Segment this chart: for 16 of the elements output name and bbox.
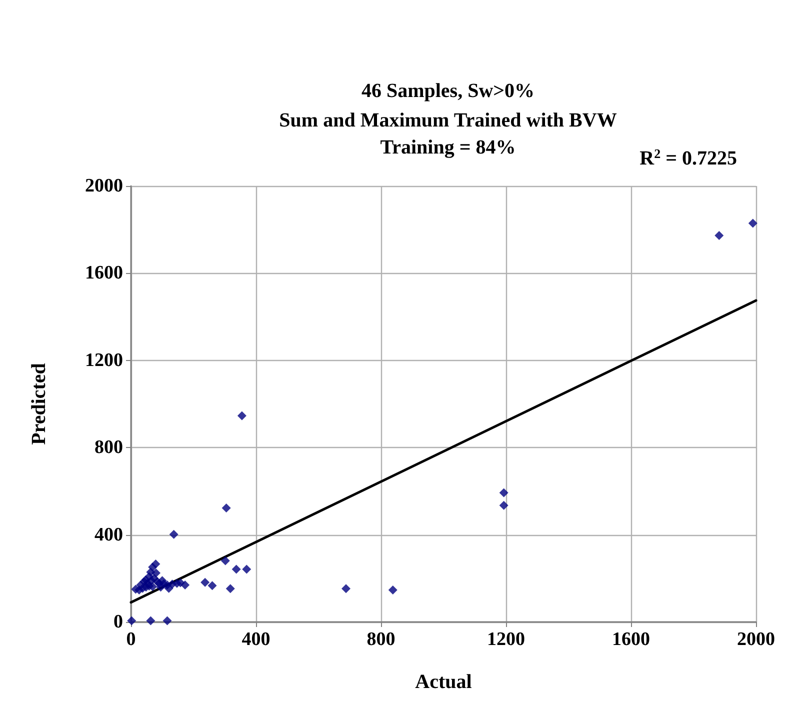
x-tick-label: 2000 (737, 629, 775, 650)
x-tick-label: 1600 (612, 629, 650, 650)
chart-subtitle: Sum and Maximum Trained with BVW Training = 84% (279, 110, 617, 158)
y-tick-label: 0 (114, 612, 123, 632)
x-axis-title: Actual (415, 671, 472, 693)
y-tick-label: 400 (94, 524, 123, 546)
x-tick-label: 800 (366, 629, 396, 650)
y-axis-title: Predicted (28, 363, 50, 445)
chart-title: 46 Samples, Sw>0% (361, 80, 535, 102)
y-tick-label: 800 (94, 437, 123, 458)
x-tick-label: 0 (126, 629, 136, 650)
x-tick-label: 400 (242, 629, 270, 650)
y-tick-label: 1600 (85, 262, 123, 284)
y-tick-label: 2000 (85, 176, 123, 196)
y-tick-label: 1200 (85, 350, 123, 371)
x-tick-label: 1200 (487, 629, 525, 650)
